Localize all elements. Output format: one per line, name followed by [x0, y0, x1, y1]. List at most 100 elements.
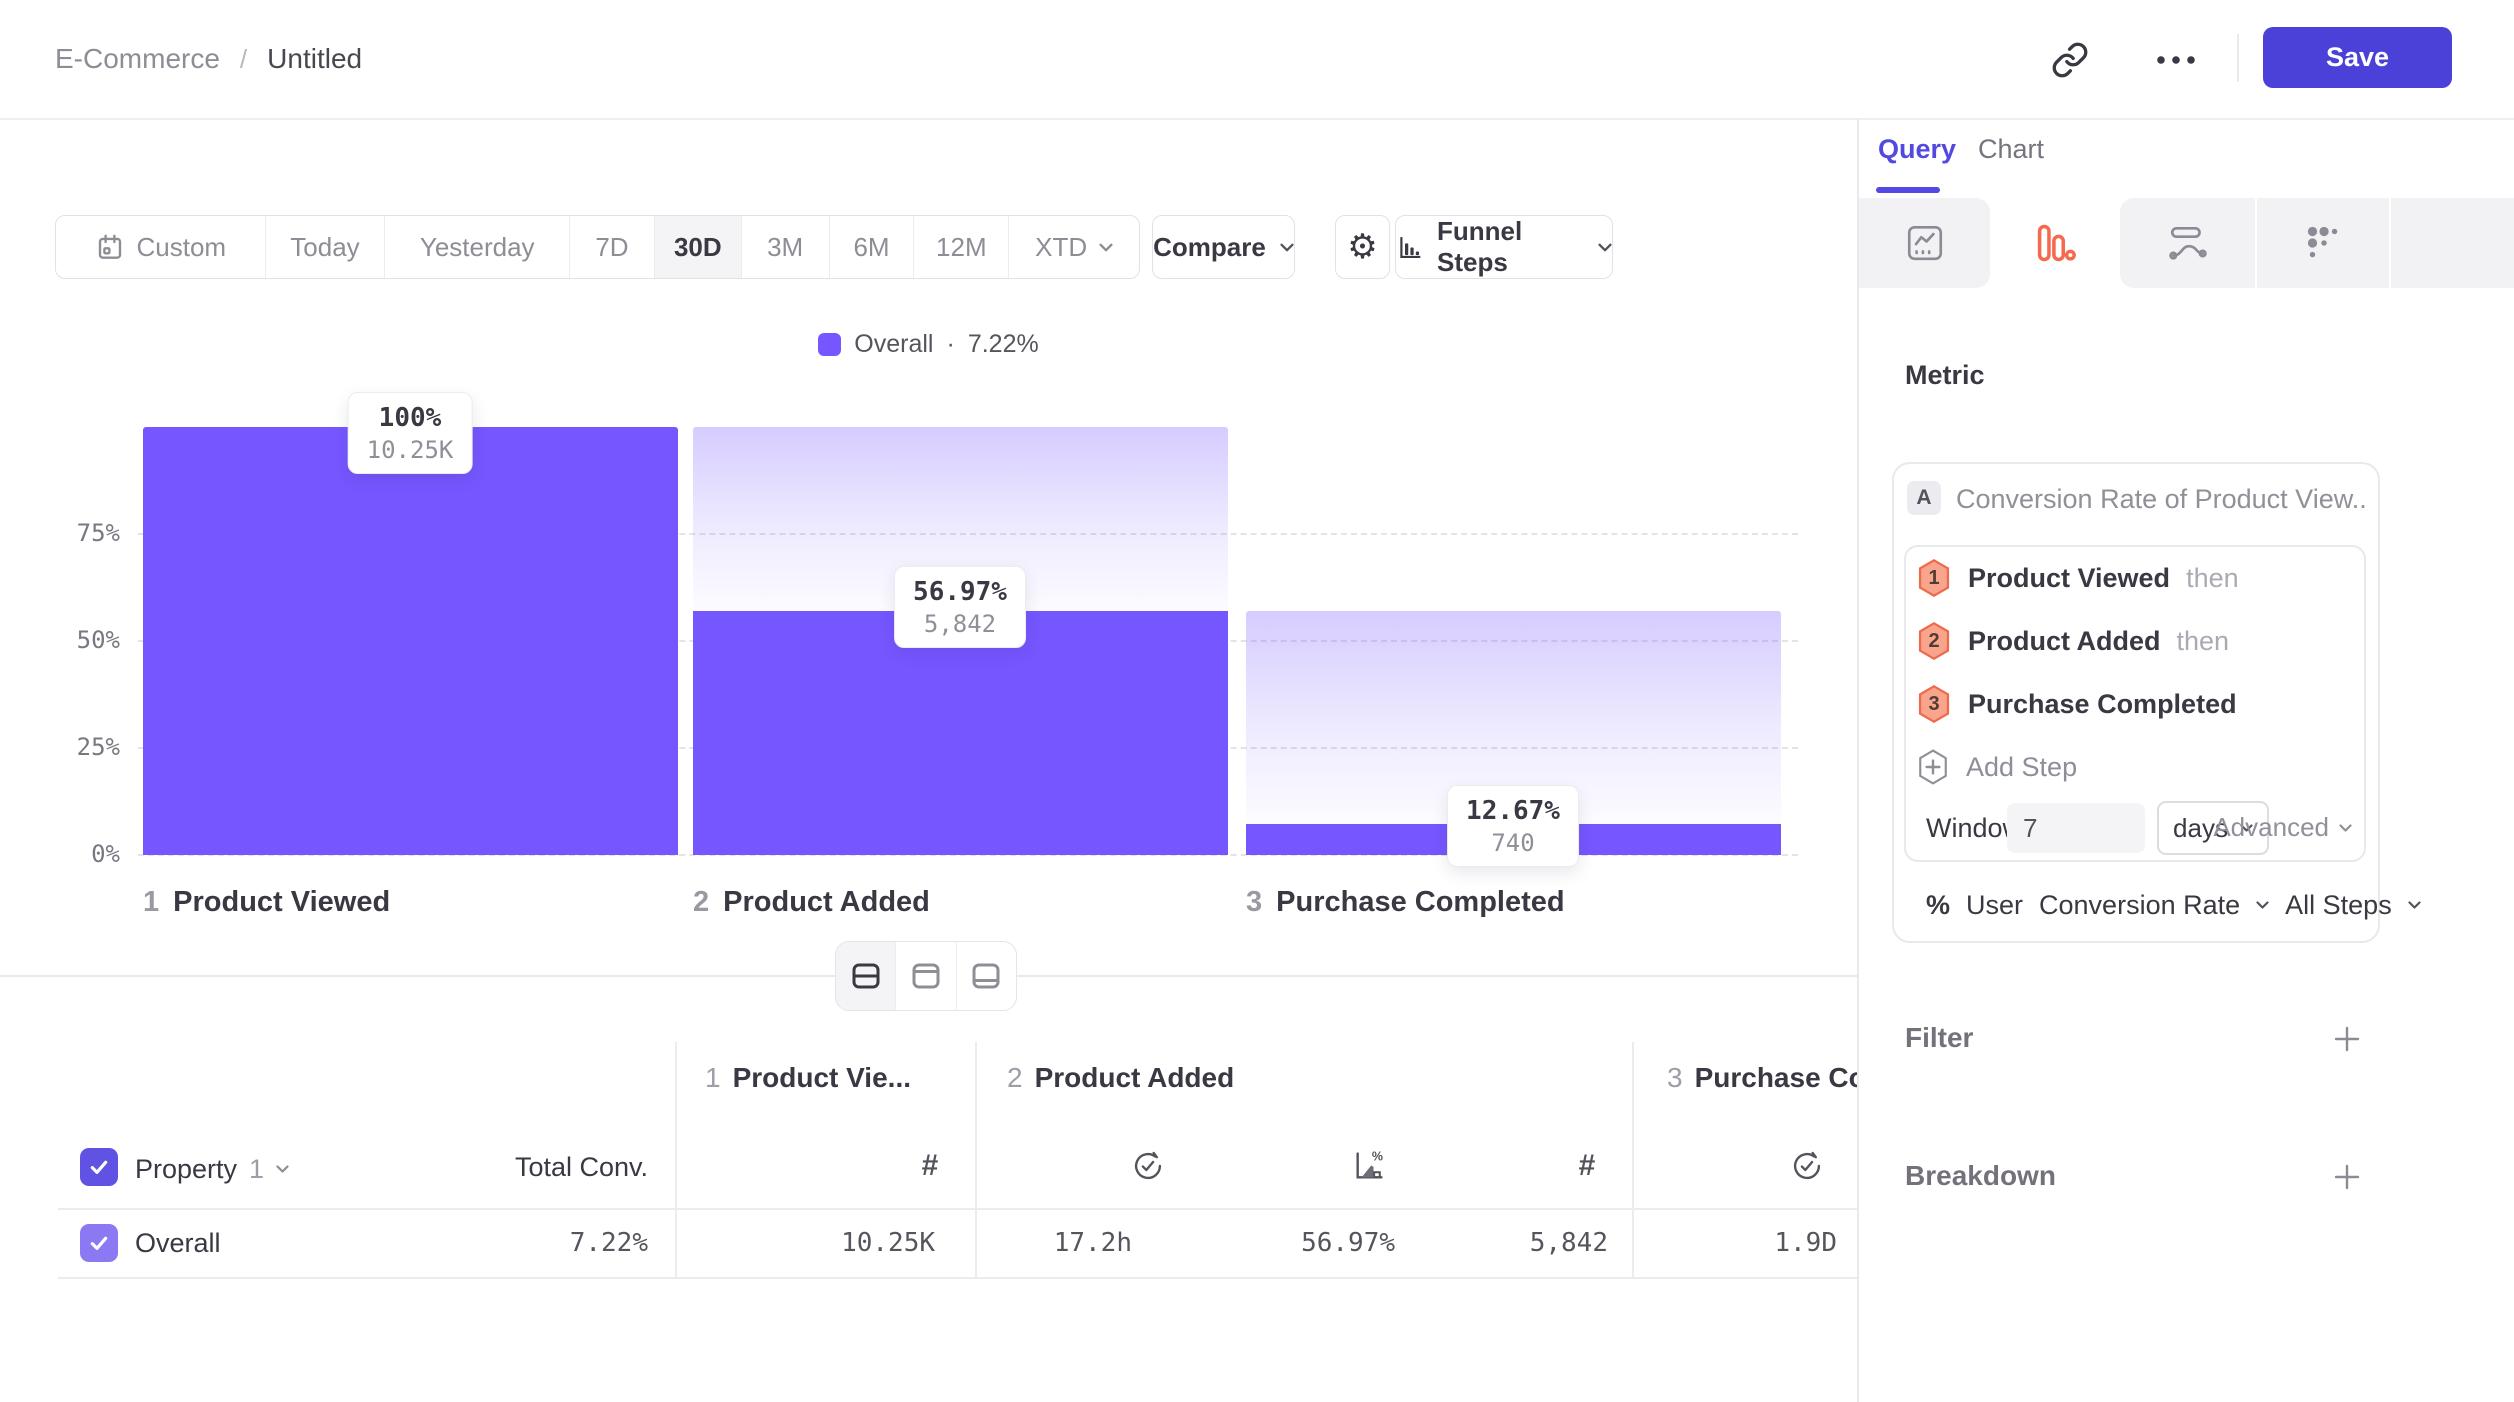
y-axis-tick: 75%	[76, 519, 120, 547]
date-range-label: 12M	[936, 231, 987, 262]
chart-type-retention-tab[interactable]	[2255, 198, 2389, 288]
hash-icon: #	[921, 1149, 939, 1182]
date-range-xtd[interactable]: XTD	[1009, 216, 1139, 278]
column-step-number: 1	[705, 1062, 721, 1093]
summary-scope-dropdown[interactable]: All Steps	[2285, 889, 2392, 920]
uniques-count-column-button[interactable]: #	[900, 1146, 960, 1186]
breadcrumb-project[interactable]: E-Commerce	[55, 43, 220, 74]
layout-top-panel-button[interactable]	[896, 942, 957, 1010]
chart-type-flows-tab[interactable]	[2120, 198, 2255, 288]
date-range-control: Custom Today Yesterday 7D 30D 3M 6M 12M …	[55, 215, 1140, 279]
step-event-name: Product Added	[1968, 625, 2161, 656]
date-range-yesterday[interactable]: Yesterday	[385, 216, 571, 278]
funnel-step-row-1[interactable]: 1 Product Viewed then	[1916, 558, 2239, 598]
layout-bottom-panel-button[interactable]	[957, 942, 1016, 1010]
share-link-button[interactable]	[2046, 36, 2094, 84]
step-axis-label-1: 1 Product Viewed	[143, 886, 390, 919]
window-unit-dropdown[interactable]: days	[2157, 801, 2269, 855]
total-conv-header[interactable]: Total Conv.	[514, 1152, 648, 1182]
chart-type-button[interactable]: Funnel Steps	[1395, 215, 1613, 279]
summary-entity[interactable]: User	[1966, 889, 2024, 920]
gridline-75	[138, 533, 1798, 535]
more-options-button[interactable]	[2152, 40, 2200, 80]
ellipsis-icon	[2157, 56, 2195, 64]
step-connector: then	[2186, 562, 2239, 593]
hexagon-plus-icon	[1916, 748, 1950, 786]
conversion-rate-column-button[interactable]: %	[1349, 1148, 1389, 1184]
date-range-12m[interactable]: 12M	[914, 216, 1010, 278]
step-connector: then	[2176, 625, 2230, 656]
legend-series-label: Overall	[854, 330, 934, 358]
check-icon	[90, 1236, 108, 1250]
breadcrumb-report-title[interactable]: Untitled	[267, 43, 363, 74]
legend-value: 7.22%	[967, 330, 1039, 358]
add-step-label: Add Step	[1966, 751, 2078, 782]
tooltip-count: 10.25K	[366, 436, 454, 464]
chart-settings-button[interactable]: ⚙	[1335, 215, 1390, 279]
funnel-step-row-2[interactable]: 2 Product Added then	[1916, 621, 2229, 661]
date-range-6m[interactable]: 6M	[830, 216, 915, 278]
chevron-down-icon	[276, 1165, 289, 1173]
save-button[interactable]: Save	[2263, 27, 2452, 88]
top-panel-icon	[912, 963, 940, 989]
window-value-input[interactable]	[2007, 803, 2145, 853]
summary-measure-dropdown[interactable]: Conversion Rate	[2039, 889, 2241, 920]
window-label: Window	[1926, 813, 2023, 843]
chart-type-insights-tab[interactable]	[1859, 198, 1990, 288]
row-checkbox[interactable]	[80, 1224, 118, 1262]
date-range-label: Yesterday	[419, 231, 535, 262]
sidebar-border	[1857, 118, 1859, 1402]
layout-split-view-button[interactable]	[836, 942, 897, 1010]
step-number-badge: 3	[1916, 684, 1952, 724]
tab-query[interactable]: Query	[1878, 134, 1957, 164]
tab-chart[interactable]: Chart	[1978, 134, 2045, 164]
chart-type-funnel-tab-selected[interactable]	[1990, 198, 2120, 288]
select-all-checkbox[interactable]	[80, 1148, 118, 1186]
bar-value-tooltip-step3: 12.67% 740	[1447, 785, 1579, 867]
add-filter-button[interactable]	[2330, 1022, 2364, 1056]
add-step-button[interactable]: Add Step	[1916, 748, 2077, 786]
avg-time-column-button[interactable]	[1787, 1148, 1827, 1184]
avg-time-column-button[interactable]	[1128, 1148, 1168, 1184]
step-number: 3	[1928, 692, 1940, 715]
column-step-title: Product Vie...	[732, 1062, 911, 1093]
legend-separator: ·	[946, 330, 955, 358]
step-axis-label-3: 3 Purchase Completed	[1246, 886, 1565, 919]
column-separator	[1632, 1042, 1634, 1278]
column-header-step1[interactable]: 1 Product Vie...	[705, 1062, 955, 1094]
uniques-count-column-button[interactable]: #	[1557, 1146, 1617, 1186]
property-header[interactable]: Property 1	[135, 1150, 289, 1188]
svg-text:%: %	[1372, 1149, 1383, 1163]
tooltip-count: 5,842	[923, 610, 997, 638]
step-number: 2	[1928, 629, 1940, 652]
funnel-bar-step1[interactable]	[143, 427, 678, 855]
step-event-name: Product Viewed	[1968, 562, 2171, 593]
date-range-30d-selected[interactable]: 30D	[654, 216, 742, 278]
date-range-7d[interactable]: 7D	[570, 216, 655, 278]
funnel-step-row-3[interactable]: 3 Purchase Completed	[1916, 684, 2253, 724]
y-axis-tick: 25%	[76, 733, 120, 761]
chevron-down-icon	[2339, 823, 2352, 832]
chevron-down-icon	[1099, 243, 1113, 252]
date-range-label: 6M	[853, 231, 890, 262]
bar-value-tooltip-step2: 56.97% 5,842	[894, 566, 1026, 648]
column-step-title: Product Added	[1034, 1062, 1235, 1093]
add-breakdown-button[interactable]	[2330, 1160, 2364, 1194]
advanced-dropdown[interactable]: Advanced	[2200, 812, 2352, 843]
metric-title[interactable]: Conversion Rate of Product View...	[1956, 484, 2366, 514]
date-range-3m[interactable]: 3M	[742, 216, 830, 278]
column-header-step2[interactable]: 2 Product Added	[1007, 1062, 1307, 1094]
funnel-bar-step2[interactable]	[693, 611, 1228, 855]
bottom-panel-icon	[972, 963, 1000, 989]
column-step-number: 2	[1007, 1062, 1023, 1093]
compare-button[interactable]: Compare	[1152, 215, 1295, 279]
date-range-today[interactable]: Today	[266, 216, 386, 278]
metric-section-heading: Metric	[1905, 360, 1985, 390]
table-row-border	[58, 1277, 1857, 1279]
chart-legend[interactable]: Overall · 7.22%	[0, 330, 1857, 359]
date-range-label: 30D	[673, 231, 722, 262]
legend-swatch	[818, 333, 842, 356]
date-range-custom[interactable]: Custom	[56, 216, 266, 278]
column-header-step3[interactable]: 3 Purchase Completed	[1667, 1062, 1857, 1094]
